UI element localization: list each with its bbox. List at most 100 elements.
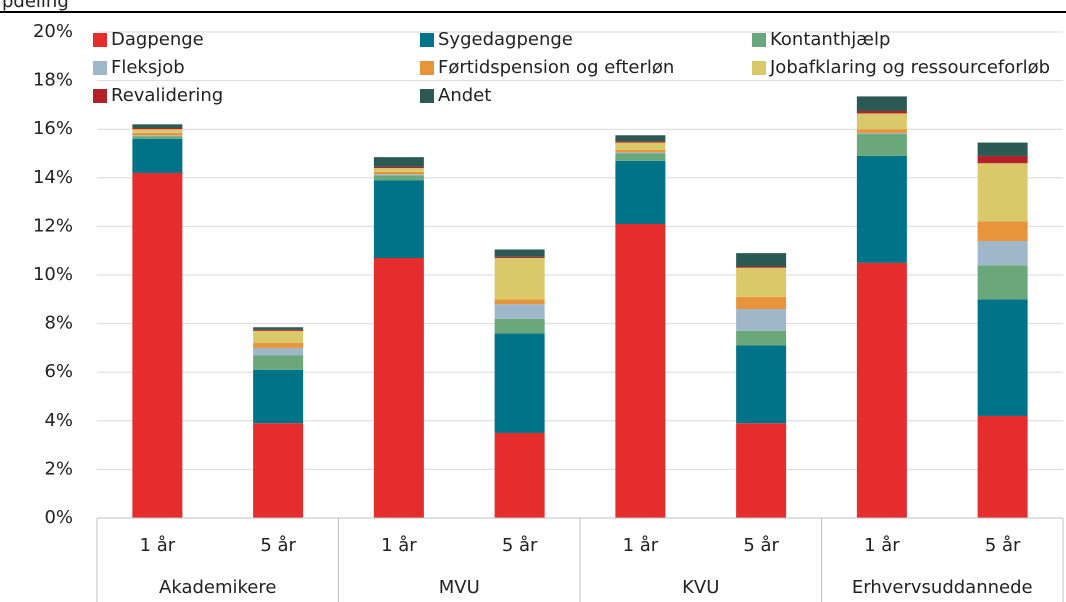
bar-segment bbox=[494, 257, 545, 300]
bar-segment bbox=[977, 142, 1028, 156]
x-tick-label: 1 år bbox=[140, 535, 176, 556]
bar-segment bbox=[977, 265, 1028, 300]
x-tick-label: 5 år bbox=[985, 535, 1021, 556]
bar-segment bbox=[856, 113, 907, 130]
x-tick-label: 5 år bbox=[502, 535, 538, 556]
y-tick-label: 18% bbox=[33, 70, 73, 91]
bar-segment bbox=[977, 221, 1028, 241]
bar-segment bbox=[494, 299, 545, 305]
legend-swatch bbox=[93, 33, 107, 47]
bar-segment bbox=[253, 327, 304, 330]
bar-segment bbox=[977, 240, 1028, 266]
bar-segment bbox=[615, 141, 666, 143]
y-tick-label: 4% bbox=[44, 410, 73, 431]
bar-segment bbox=[253, 330, 304, 344]
bar-segment bbox=[132, 124, 183, 128]
bar-segment bbox=[132, 132, 183, 136]
x-tick-label: 1 år bbox=[623, 535, 659, 556]
legend-swatch bbox=[420, 61, 434, 75]
bar-segment bbox=[856, 129, 907, 133]
y-tick-label: 16% bbox=[33, 118, 73, 139]
legend-swatch bbox=[420, 33, 434, 47]
bar-segment bbox=[736, 267, 787, 297]
bar-segment bbox=[856, 155, 907, 263]
bar-segment bbox=[615, 135, 666, 142]
bar-segment bbox=[615, 153, 666, 161]
bar-segment bbox=[132, 129, 183, 133]
y-tick-label: 6% bbox=[44, 361, 73, 382]
y-tick-label: 10% bbox=[33, 264, 73, 285]
bar-segment bbox=[856, 132, 907, 135]
y-tick-label: 12% bbox=[33, 215, 73, 236]
bar-segment bbox=[373, 166, 424, 169]
bar-segment bbox=[253, 355, 304, 370]
bar-segment bbox=[253, 347, 304, 356]
legend-swatch bbox=[93, 89, 107, 103]
legend-swatch bbox=[93, 61, 107, 75]
bar-segment bbox=[494, 318, 545, 334]
group-label: Erhvervsuddannede bbox=[852, 577, 1033, 598]
x-tick-label: 5 år bbox=[260, 535, 296, 556]
bar-segment bbox=[977, 155, 1028, 164]
legend-label: Kontanthjælp bbox=[770, 29, 890, 50]
legend-swatch bbox=[420, 89, 434, 103]
y-tick-label: 20% bbox=[33, 21, 73, 42]
bar-segment bbox=[253, 423, 304, 518]
bar-segment bbox=[253, 329, 304, 331]
bar-segment bbox=[373, 175, 424, 181]
bar-segment bbox=[856, 134, 907, 156]
bar-segment bbox=[977, 163, 1028, 222]
bar-segment bbox=[132, 135, 183, 137]
bar-segment bbox=[373, 180, 424, 258]
bar-segment bbox=[856, 96, 907, 111]
bar-segment bbox=[373, 157, 424, 167]
bar-segment bbox=[132, 136, 183, 139]
y-tick-label: 2% bbox=[44, 458, 73, 479]
bar-segment bbox=[736, 253, 787, 267]
legend-label: Dagpenge bbox=[111, 29, 204, 50]
x-tick-label: 1 år bbox=[381, 535, 417, 556]
bar-segment bbox=[615, 223, 666, 518]
bar-segment bbox=[615, 142, 666, 150]
bar-segment bbox=[736, 296, 787, 310]
bar-segment bbox=[736, 330, 787, 346]
bar-segment bbox=[494, 333, 545, 433]
bar-segment bbox=[736, 266, 787, 268]
group-label: KVU bbox=[682, 577, 719, 598]
bar-segment bbox=[615, 160, 666, 224]
legend-label: Andet bbox=[438, 85, 491, 106]
legend-label: Sygedagpenge bbox=[438, 29, 573, 50]
bar-segment bbox=[253, 343, 304, 348]
legend-label: Jobafklaring og ressourceforløb bbox=[769, 57, 1050, 78]
group-label: Akademikere bbox=[159, 577, 276, 598]
legend-label: Revalidering bbox=[111, 85, 223, 106]
bar-segment bbox=[856, 110, 907, 114]
bar-segment bbox=[132, 127, 183, 130]
y-tick-label: 8% bbox=[44, 313, 73, 334]
y-tick-label: 14% bbox=[33, 167, 73, 188]
legend-swatch bbox=[752, 33, 766, 47]
bar-segment bbox=[494, 249, 545, 257]
bar-segment bbox=[253, 369, 304, 424]
title-rule bbox=[0, 11, 1066, 13]
bar-segment bbox=[132, 172, 183, 518]
bar-segment bbox=[736, 345, 787, 424]
bar-segment bbox=[977, 299, 1028, 416]
bar-segment bbox=[977, 415, 1028, 518]
bar-segment bbox=[132, 138, 183, 173]
bar-segment bbox=[373, 174, 424, 176]
bar-segment bbox=[373, 168, 424, 172]
y-tick-label: 0% bbox=[44, 507, 73, 528]
x-tick-label: 5 år bbox=[743, 535, 779, 556]
bar-segment bbox=[494, 304, 545, 319]
bar-segment bbox=[494, 432, 545, 518]
legend-label: Førtidspension og efterløn bbox=[438, 57, 674, 78]
chart-title: pdeling bbox=[2, 0, 69, 12]
legend-label: Fleksjob bbox=[111, 57, 185, 78]
group-label: MVU bbox=[439, 577, 480, 598]
bar-segment bbox=[494, 256, 545, 258]
bar-segment bbox=[373, 171, 424, 175]
bar-segment bbox=[736, 423, 787, 518]
bar-segment bbox=[736, 309, 787, 331]
